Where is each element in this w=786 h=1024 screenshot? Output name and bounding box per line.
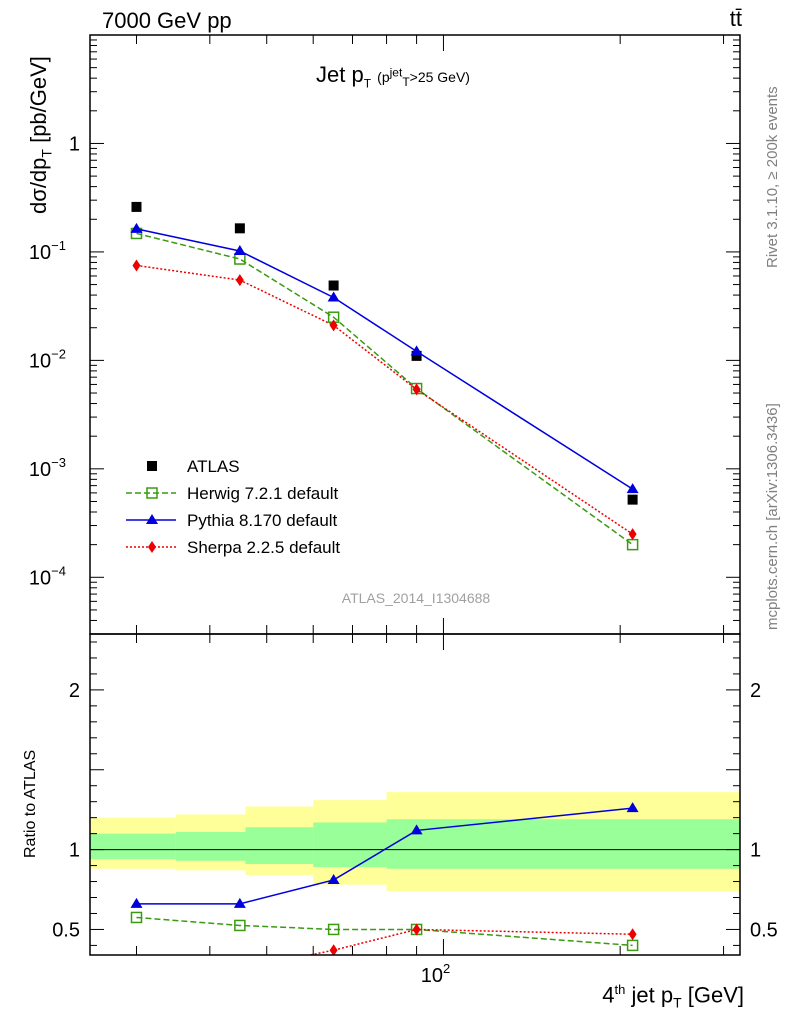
herwig-ratio-point: [234, 919, 246, 932]
herwig-ratio-point: [626, 939, 639, 952]
pythia-ratio-point: [626, 802, 639, 813]
legend-herwig-label: Herwig 7.2.1 default: [187, 484, 338, 503]
sherpa-point: [235, 274, 244, 287]
band-inner-segment: [90, 833, 176, 860]
plot-title: Jet pT (pjetT>25 GeV): [0, 62, 786, 90]
pythia-ratio-point: [327, 873, 340, 884]
band-inner-segment: [386, 819, 740, 869]
pythia-point: [410, 345, 423, 356]
pythia-point: [130, 222, 143, 233]
main-series-group: [130, 201, 639, 551]
herwig-ratio-line: [136, 916, 633, 947]
sherpa-ratio-line: [306, 928, 633, 955]
y-tick-label: 10−3: [29, 455, 66, 481]
ratio-y-tick-label-right: 2: [750, 680, 761, 702]
sherpa-ratio-point: [628, 928, 637, 941]
legend: ATLAS Herwig 7.2.1 default Pythia 8.170 de…: [126, 457, 340, 557]
legend-pythia-label: Pythia 8.170 default: [187, 511, 338, 530]
y-tick-label: 10−4: [29, 563, 66, 589]
sherpa-point: [628, 528, 637, 541]
ratio-y-ticks: 0.5 0.5 1 1 2 2: [52, 641, 778, 946]
atlas-point: [234, 223, 245, 234]
ratio-series-group: [130, 802, 639, 983]
title-condition: (pjetT>25 GeV): [377, 65, 470, 89]
pythia-line: [136, 228, 634, 490]
ratio-y-tick-label: 0.5: [52, 919, 80, 941]
sherpa-point: [329, 319, 338, 332]
y-tick-label: 10−2: [29, 346, 66, 372]
pythia-point: [626, 483, 639, 494]
ratio-y-tick-label-right: 1: [750, 840, 761, 862]
legend-sherpa-marker: [148, 541, 156, 553]
y-tick-label: 1: [69, 133, 80, 155]
pythia-point: [233, 244, 246, 255]
legend-pythia-marker: [146, 514, 158, 524]
herwig-point: [234, 253, 246, 265]
herwig-point: [626, 538, 639, 551]
band-inner-segment: [313, 822, 387, 868]
herwig-ratio-point: [327, 923, 340, 936]
legend-sherpa-label: Sherpa 2.2.5 default: [187, 538, 340, 557]
legend-atlas-marker: [147, 461, 157, 471]
pythia-ratio-point: [130, 897, 143, 908]
atlas-point: [328, 280, 339, 291]
x-tick-label: 102: [421, 961, 450, 987]
ratio-y-tick-label-right: 0.5: [750, 919, 778, 941]
ratio-y-tick-label: 2: [69, 680, 80, 702]
sherpa-ratio-point: [236, 963, 244, 975]
analysis-watermark: ATLAS_2014_I1304688: [341, 590, 491, 606]
y-tick-label: 10−1: [29, 238, 66, 264]
sherpa-point: [412, 383, 421, 396]
ratio-frame: [89, 633, 741, 956]
legend-herwig-marker: [146, 487, 158, 499]
uncertainty-bands: [90, 792, 740, 892]
title-main-sub: T: [363, 76, 372, 91]
band-inner-segment: [245, 827, 314, 864]
sherpa-ratio-point: [329, 944, 338, 955]
sherpa-ratio-point: [132, 971, 140, 983]
pythia-ratio-point: [233, 897, 246, 908]
pythia-point: [327, 291, 340, 302]
band-inner-segment: [175, 832, 246, 861]
sherpa-point: [132, 259, 141, 272]
herwig-line: [136, 232, 634, 546]
herwig-ratio-point: [130, 911, 143, 924]
collision-label: 7000 GeV pp: [102, 8, 232, 33]
pythia-ratio-point: [410, 824, 423, 835]
sherpa-ratio-point: [412, 923, 421, 936]
atlas-point: [627, 494, 638, 505]
main-y-ticks: 10−4 10−3 10−2 10−1 1: [29, 34, 740, 635]
atlas-point: [411, 350, 422, 361]
process-label: tt̄: [729, 6, 742, 31]
legend-atlas-label: ATLAS: [187, 457, 240, 476]
ratio-y-tick-label: 1: [69, 840, 80, 862]
x-axis-label: 4th jet pT [GeV]: [602, 982, 744, 1011]
atlas-point: [131, 201, 142, 212]
title-main: Jet p: [316, 62, 364, 87]
